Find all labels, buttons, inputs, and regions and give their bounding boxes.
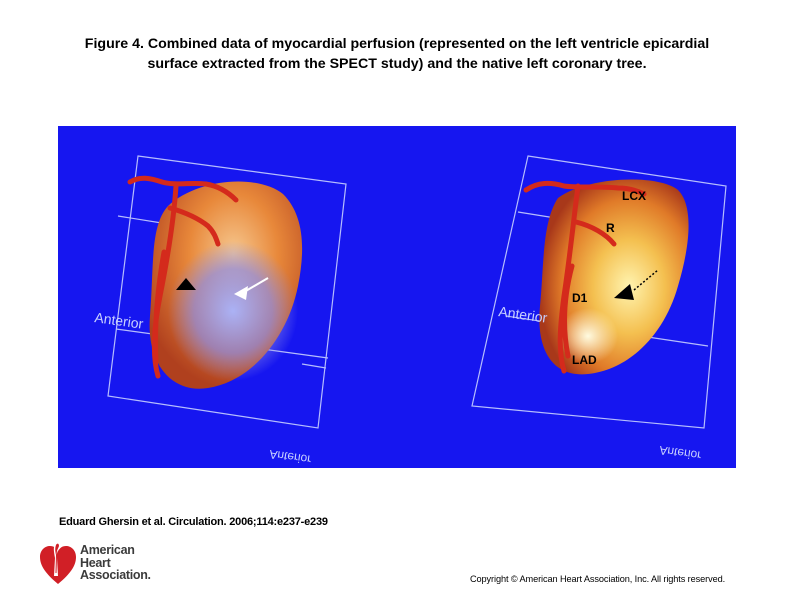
right-coronary-tree [523, 180, 647, 374]
left-arrow-shaft [243, 277, 269, 293]
logo-line-3: Association. [80, 568, 151, 582]
caption-line-1: Figure 4. Combined data of myocardial pe… [84, 36, 710, 52]
label-lad: LAD [572, 353, 597, 367]
citation: Eduard Ghersin et al. Circulation. 2006;… [59, 516, 328, 528]
left-mirrored-label: Anterior [268, 447, 312, 467]
right-apex-highlight [558, 308, 618, 364]
left-coronary-tree [127, 175, 239, 379]
label-d1: D1 [572, 291, 588, 305]
right-panel: LCX R D1 LAD Anterior Anterior [471, 155, 727, 463]
aha-logo: American Heart Association. [38, 540, 168, 588]
logo-line-1: American [80, 543, 135, 557]
figure-image: Anterior Anterior LCX R D1 LAD Anterior … [58, 126, 736, 468]
right-mirrored-label: Anterior [658, 443, 702, 463]
left-orientation-label: Anterior [94, 309, 145, 332]
left-black-arrowhead [176, 278, 196, 290]
logo-line-2: Heart [80, 555, 111, 570]
figure-panels: Anterior Anterior LCX R D1 LAD Anterior … [94, 155, 727, 467]
left-perfusion-defect [168, 241, 298, 381]
left-white-arrowhead [234, 286, 248, 300]
left-panel: Anterior Anterior [94, 155, 347, 467]
copyright-notice: Copyright © American Heart Association, … [470, 574, 726, 584]
right-orientation-label: Anterior [498, 303, 549, 326]
caption-line-2: surface extracted from the SPECT study) … [147, 56, 647, 72]
right-black-arrowhead [614, 284, 634, 300]
right-dotted-arrow [633, 269, 659, 291]
heart-torch-icon [40, 541, 76, 584]
figure-caption: Figure 4. Combined data of myocardial pe… [30, 34, 764, 74]
label-r: R [606, 221, 615, 235]
label-lcx: LCX [622, 189, 646, 203]
